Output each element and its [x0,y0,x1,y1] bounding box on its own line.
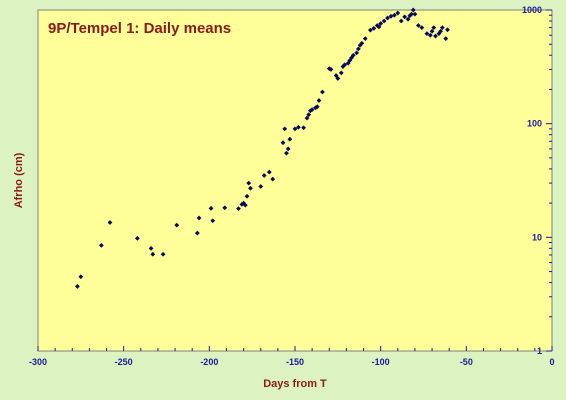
data-point [196,215,202,221]
data-point [385,15,390,21]
data-point [398,18,404,24]
x-tick-label: -50 [460,357,473,367]
data-point [371,25,377,31]
data-point [282,126,288,132]
data-point [246,180,252,186]
x-tick-label: -150 [286,357,304,367]
data-point [316,98,322,103]
data-point [222,205,228,211]
data-point [75,284,80,289]
data-point [320,89,325,95]
x-axis: -300 -250 -200 -150 -100 -50 0 [29,346,555,367]
data-point [150,251,156,257]
data-point [355,46,361,52]
data-point [270,176,276,182]
data-point [367,27,373,33]
data-point [236,206,241,211]
data-point [244,193,250,199]
data-point [280,140,286,146]
data-point [301,125,306,131]
y-tick-label: 1 [537,346,542,356]
data-point [439,25,445,31]
data-point [412,11,418,17]
y-axis: 1 10 100 1000 [522,5,552,356]
data-point [258,184,264,189]
data-point [107,220,113,225]
data-point [287,136,293,142]
plot-area [37,9,553,352]
y-axis-title: Afrho (cm) [13,152,25,208]
x-tick-label: -200 [200,357,218,367]
data-point [395,10,401,16]
x-tick-label: 0 [549,357,554,367]
data-markers [75,7,450,289]
x-tick-label: -300 [29,357,47,367]
data-point [347,58,353,63]
data-point [326,66,332,72]
data-point [160,251,166,257]
data-point [342,62,348,68]
data-point [433,33,438,39]
y-tick-label: 10 [532,232,542,242]
data-point [304,115,310,121]
data-point [134,235,140,241]
data-point [429,28,435,34]
data-point [405,16,411,22]
data-point [194,230,200,236]
data-point [208,205,214,211]
x-tick-label: -250 [115,357,133,367]
data-point [431,25,437,31]
data-point [248,185,253,191]
data-point [284,150,289,156]
data-point [362,36,368,42]
data-point [354,50,360,56]
data-point [306,112,312,118]
data-point [381,18,387,24]
data-point [445,27,450,33]
x-axis-title: Days from T [263,378,327,390]
data-point [328,67,334,72]
data-point [285,146,291,152]
chart-title: 9P/Tempel 1: Daily means [48,20,231,37]
data-point [292,126,298,132]
data-point [409,11,414,17]
data-point [335,76,341,81]
data-point [424,31,430,36]
y-tick-label: 1000 [522,5,542,15]
data-point [78,274,84,280]
data-point [438,28,444,34]
data-point [391,12,397,18]
data-point [359,40,365,46]
data-point [309,107,315,112]
data-point [410,7,416,13]
data-point [407,13,413,19]
data-point [378,21,384,26]
data-point [350,52,356,58]
y-tick-label: 100 [527,119,542,129]
data-point [376,24,382,30]
data-point [148,245,154,251]
data-point [98,242,104,248]
x-tick-label: -100 [372,357,390,367]
data-point [314,104,320,110]
data-point [345,60,351,66]
data-point [340,64,346,69]
data-point [174,222,180,228]
data-point [338,70,344,76]
data-point [415,23,421,28]
data-point [313,105,318,111]
data-point [402,14,408,20]
data-point [242,202,248,208]
data-point [443,36,449,42]
data-point [427,32,433,38]
data-point [333,73,339,78]
data-point [210,218,216,224]
data-point [419,25,425,31]
data-point [296,124,301,130]
data-point [261,173,267,178]
data-point [266,169,272,175]
